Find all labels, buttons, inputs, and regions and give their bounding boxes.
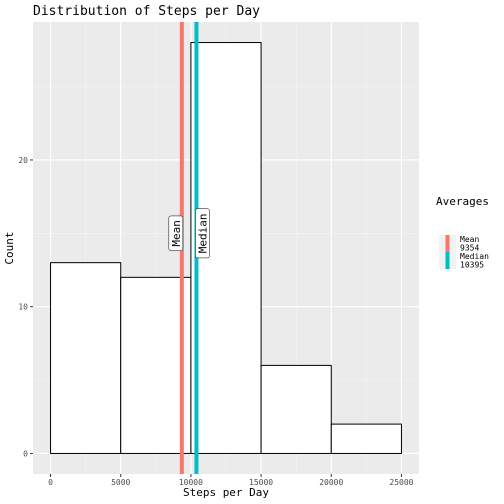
mean-annotation-box bbox=[168, 215, 184, 251]
legend-label-mean: Mean 9354 bbox=[460, 235, 479, 253]
x-axis-label: Steps per Day bbox=[183, 486, 269, 499]
y-tick-label: 0 bbox=[23, 449, 28, 458]
histogram-bar-2 bbox=[120, 276, 192, 454]
x-tick-label: 25000 bbox=[389, 478, 413, 487]
chart-title: Distribution of Steps per Day bbox=[33, 4, 260, 19]
median-annotation-label: Median bbox=[196, 213, 209, 253]
legend-label-line: 10395 bbox=[460, 261, 484, 270]
x-tick-label: 10000 bbox=[179, 478, 203, 487]
y-axis-label: Count bbox=[3, 231, 16, 264]
legend-title: Averages bbox=[436, 195, 489, 208]
histogram-bar-1 bbox=[50, 262, 122, 454]
x-tick-label: 5000 bbox=[111, 478, 130, 487]
histogram-bar-5 bbox=[330, 423, 402, 454]
x-tick-label: 0 bbox=[48, 478, 53, 487]
mean-annotation-label: Mean bbox=[170, 220, 183, 247]
x-tick-label: 20000 bbox=[319, 478, 343, 487]
average-annotations: Mean Median bbox=[168, 208, 210, 259]
median-annotation-box bbox=[195, 208, 210, 259]
y-tick-label: 20 bbox=[18, 156, 28, 165]
x-axis: 0 5000 10000 15000 20000 25000 bbox=[48, 474, 414, 487]
legend-label-line: Mean bbox=[460, 235, 479, 244]
legend-label-line: Median bbox=[460, 252, 489, 261]
histogram-bars bbox=[50, 42, 402, 454]
legend-label-line: 9354 bbox=[460, 244, 479, 253]
y-tick-label: 10 bbox=[18, 303, 28, 312]
x-tick-label: 15000 bbox=[249, 478, 273, 487]
legend-label-median: Median 10395 bbox=[460, 252, 489, 270]
y-axis: 0 10 20 bbox=[18, 156, 33, 458]
histogram-bar-4 bbox=[260, 364, 332, 454]
